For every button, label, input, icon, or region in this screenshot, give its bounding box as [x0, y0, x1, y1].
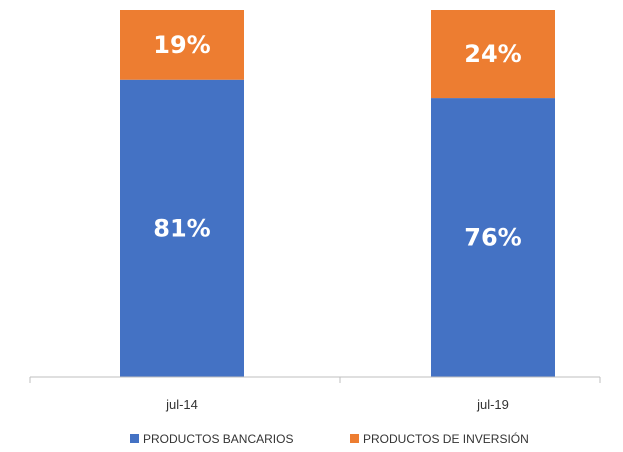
data-label: 19% [153, 31, 210, 59]
bar-segment [120, 79, 244, 377]
legend-label: PRODUCTOS DE INVERSIÓN [363, 431, 529, 446]
data-label: 76% [464, 224, 521, 252]
bar-labels-group: 81% 19% 76% 24% [153, 31, 521, 252]
bars-group [120, 10, 555, 377]
bar-segment [431, 98, 555, 377]
bar-segment [431, 10, 555, 99]
legend-swatch [130, 434, 139, 443]
legend-label: PRODUCTOS BANCARIOS [143, 432, 293, 446]
legend: PRODUCTOS BANCARIOS PRODUCTOS DE INVERSIÓ… [130, 431, 529, 446]
x-tick-label: jul-14 [165, 397, 198, 412]
bar-segment [120, 10, 244, 80]
data-label: 24% [464, 40, 521, 68]
x-tick-labels: jul-14 jul-19 [165, 397, 509, 412]
legend-swatch [350, 434, 359, 443]
data-label: 81% [153, 214, 210, 242]
x-tick-label: jul-19 [476, 397, 509, 412]
